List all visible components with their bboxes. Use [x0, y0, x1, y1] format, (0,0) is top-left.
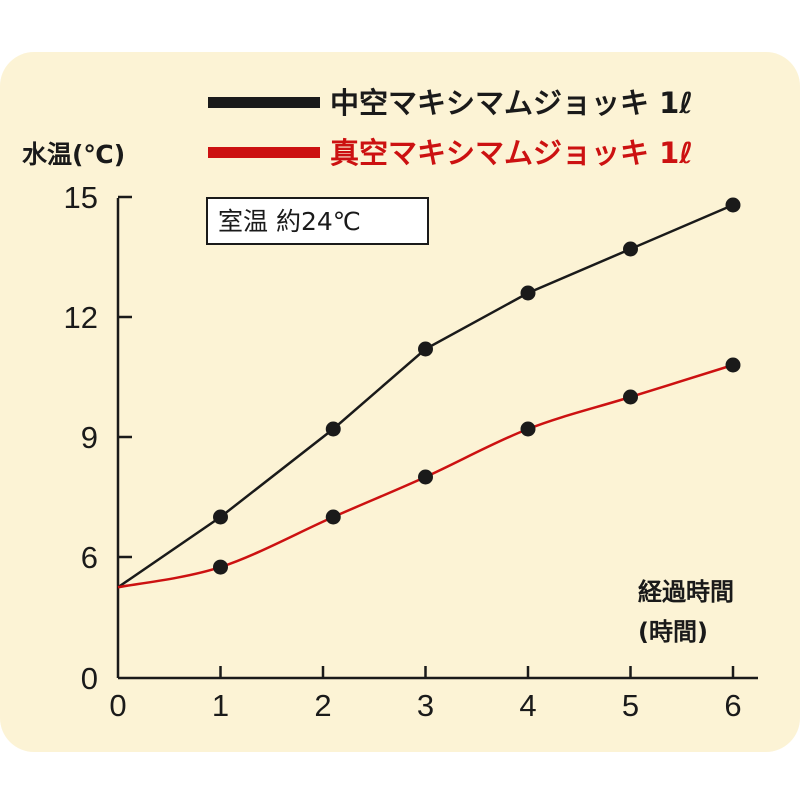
legend: 中空マキシマムジョッキ 1ℓ 真空マキシマムジョッキ 1ℓ — [208, 86, 693, 170]
chart-background — [0, 52, 800, 752]
data-point-hollow — [325, 421, 341, 437]
y-tick-label: 6 — [81, 540, 98, 575]
x-tick-label: 1 — [212, 688, 229, 723]
x-axis-label-line1: 経過時間 — [638, 578, 734, 606]
data-point-hollow — [520, 285, 536, 301]
y-tick-label: 0 — [81, 661, 98, 696]
data-point-vacuum — [418, 469, 433, 485]
data-point-vacuum — [623, 389, 638, 405]
x-tick-label: 3 — [417, 688, 434, 723]
data-point-vacuum — [325, 509, 341, 525]
x-tick-label: 0 — [109, 688, 126, 723]
annotation-box — [206, 197, 429, 245]
data-point-hollow — [623, 241, 638, 257]
data-point-vacuum — [725, 357, 741, 373]
annotation-text: 室温 約24℃ — [218, 207, 361, 236]
y-tick-label: 15 — [64, 180, 98, 215]
legend-swatch-vacuum — [208, 147, 320, 158]
y-tick-label: 12 — [64, 300, 98, 335]
series-layer — [117, 197, 741, 589]
x-tick-label: 4 — [519, 688, 536, 723]
data-point-hollow — [418, 341, 433, 357]
x-axis-label-line2: (時間) — [638, 618, 708, 646]
legend-label-hollow: 中空マキシマムジョッキ 1ℓ — [330, 86, 693, 120]
legend-label-vacuum: 真空マキシマムジョッキ 1ℓ — [330, 136, 693, 170]
data-point-hollow — [725, 197, 741, 213]
data-point-hollow — [213, 509, 228, 525]
y-axis-label: 水温(℃) — [22, 140, 125, 169]
x-tick-label: 5 — [622, 688, 639, 723]
y-ticks: 0 6 9 12 15 — [64, 180, 132, 696]
data-point-vacuum — [213, 559, 228, 575]
x-tick-label: 6 — [724, 688, 741, 723]
y-tick-label: 9 — [81, 420, 98, 455]
x-tick-label: 2 — [314, 688, 331, 723]
legend-swatch-hollow — [208, 97, 320, 108]
x-ticks: 0 1 2 3 4 5 6 — [109, 666, 742, 723]
data-point-vacuum — [520, 421, 536, 437]
room-temp-annotation: 室温 約24℃ — [206, 197, 429, 245]
